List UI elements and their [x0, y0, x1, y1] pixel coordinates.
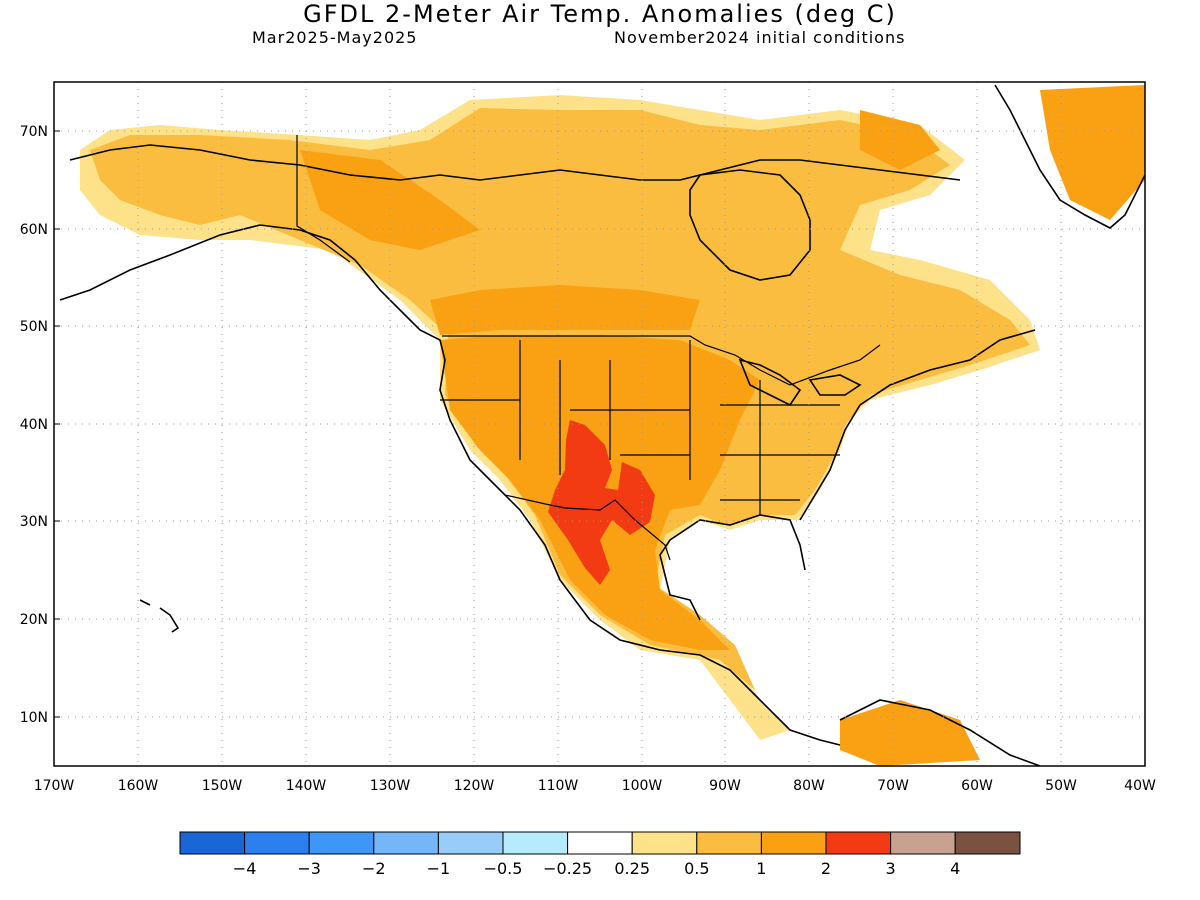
colorbar-label: 4	[950, 859, 960, 878]
lon-label: 100W	[622, 778, 663, 794]
colorbar-swatch	[890, 831, 956, 855]
colorbar-swatch	[567, 831, 633, 855]
north-america-coastline	[59, 224, 1041, 766]
lon-label: 60W	[961, 778, 993, 794]
lat-tick-labels: 10N 20N 30N 40N 50N 60N 70N	[20, 124, 48, 726]
colorbar-label: −4	[233, 859, 257, 878]
lat-label: 50N	[20, 319, 48, 335]
arctic-coastline	[69, 144, 961, 181]
lon-label: 40W	[1124, 778, 1156, 794]
anomaly-region-red	[548, 420, 655, 585]
hudson-bay-coastline	[689, 169, 811, 281]
colorbar-label: 2	[821, 859, 831, 878]
colorbar-swatch	[954, 831, 1021, 855]
lon-label: 140W	[286, 778, 327, 794]
political-boundaries	[296, 135, 881, 561]
colorbar-swatch	[437, 831, 504, 855]
colorbar-label: −3	[297, 859, 321, 878]
initial-conditions: November2024 initial conditions	[614, 28, 906, 47]
lat-label: 10N	[20, 710, 48, 726]
colorbar-label: 3	[886, 859, 896, 878]
forecast-period: Mar2025-May2025	[252, 28, 418, 47]
anomaly-shading	[80, 85, 1145, 766]
lat-ticks	[54, 130, 60, 718]
colorbar-swatch	[244, 831, 310, 855]
us-state-lines	[440, 340, 840, 515]
colorbar-label: −0.25	[543, 859, 592, 878]
colorbar-swatch	[825, 831, 892, 855]
lat-label: 70N	[20, 124, 48, 140]
colorbar-swatch	[760, 831, 827, 855]
colorbar-label: 0.5	[684, 859, 709, 878]
coastlines	[59, 84, 1145, 766]
colorbar-swatch	[696, 831, 762, 855]
lon-label: 50W	[1045, 778, 1077, 794]
colorbar-label: −2	[362, 859, 386, 878]
alaska-canada-border	[296, 135, 351, 263]
colorbar-swatch	[502, 831, 569, 855]
colorbar-swatch	[631, 831, 698, 855]
lat-label: 60N	[20, 222, 48, 238]
lon-label: 150W	[202, 778, 243, 794]
colorbar-label: −0.5	[484, 859, 523, 878]
map-title: GFDL 2-Meter Air Temp. Anomalies (deg C)	[303, 0, 897, 28]
lon-label: 160W	[118, 778, 159, 794]
colorbar-swatches	[179, 831, 1021, 855]
us-mexico-border	[504, 494, 671, 561]
lon-label: 110W	[538, 778, 579, 794]
colorbar-labels: −4 −3 −2 −1 −0.5 −0.25 0.25 0.5 1 2 3 4	[233, 859, 960, 878]
lon-label: 120W	[454, 778, 495, 794]
anomaly-region-deep-orange	[300, 85, 1145, 766]
lat-label: 30N	[20, 514, 48, 530]
lon-label: 90W	[709, 778, 741, 794]
lon-label: 170W	[34, 778, 75, 794]
lon-label: 130W	[370, 778, 411, 794]
lon-label: 80W	[793, 778, 825, 794]
lon-label: 70W	[877, 778, 909, 794]
colorbar-swatch	[179, 831, 246, 855]
colorbar-swatch	[308, 831, 375, 855]
lon-tick-labels: 170W 160W 150W 140W 130W 120W 110W 100W …	[34, 778, 1156, 794]
greenland-coastline	[994, 84, 1145, 229]
us-canada-border	[442, 335, 881, 386]
lat-label: 40N	[20, 417, 48, 433]
colorbar-label: 1	[756, 859, 766, 878]
hawaii-islands	[139, 599, 180, 633]
colorbar: −4 −3 −2 −1 −0.5 −0.25 0.25 0.5 1 2 3 4	[179, 831, 1021, 878]
lat-label: 20N	[20, 612, 48, 628]
colorbar-label: 0.25	[614, 859, 650, 878]
colorbar-label: −1	[427, 859, 451, 878]
great-lakes	[738, 358, 862, 407]
colorbar-swatch	[373, 831, 439, 855]
